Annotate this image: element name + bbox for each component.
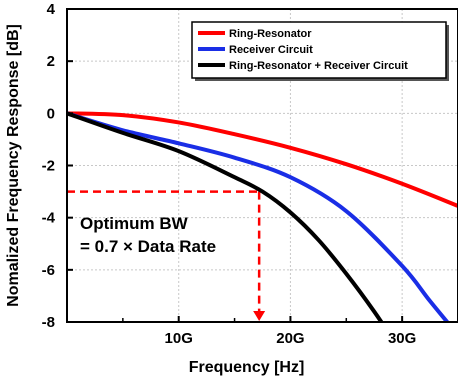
legend-label: Ring-Resonator (229, 28, 312, 40)
bandwidth-guide-lines (67, 190, 266, 321)
y-tick-label: 4 (47, 1, 56, 18)
series-line-1 (67, 111, 450, 322)
bandwidth-annotation: Optimum BW = 0.7 × Data Rate (80, 214, 216, 256)
y-tick-label: -8 (42, 314, 55, 331)
x-axis-label: Frequency [Hz] (189, 359, 305, 376)
legend-label: Receiver Circuit (229, 44, 313, 56)
annotation-line-1: Optimum BW (80, 214, 189, 233)
annotation-line-2: = 0.7 × Data Rate (80, 237, 216, 256)
x-tick-label: 30G (388, 330, 416, 347)
x-tick-label: 20G (276, 330, 304, 347)
series-line-2 (67, 111, 384, 322)
series-line-0 (67, 111, 458, 208)
y-tick-label: -4 (42, 210, 56, 227)
y-tick-label: 2 (47, 53, 55, 70)
y-axis-label: Nomalized Frequency Response [dB] (5, 24, 22, 307)
series-lines (67, 111, 458, 322)
legend: Ring-Resonator Receiver Circuit Ring-Reson… (191, 21, 449, 81)
y-tick-label: 0 (47, 105, 55, 122)
x-tick-label: 10G (165, 330, 193, 347)
legend-label: Ring-Resonator + Receiver Circuit (229, 60, 408, 72)
legend-box (191, 21, 447, 79)
bw-arrow-head (253, 311, 266, 321)
y-tick-label: -6 (42, 262, 55, 279)
y-tick-label: -2 (42, 158, 55, 175)
axis-ticks: 4 2 0 -2 -4 -6 -8 10G 20G 30G (42, 1, 417, 347)
